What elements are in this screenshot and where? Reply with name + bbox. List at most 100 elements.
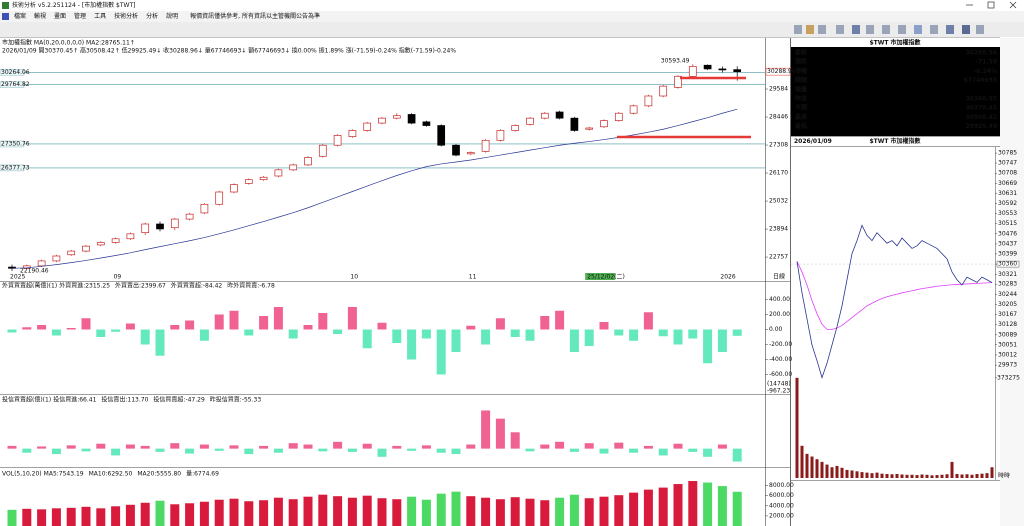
volume-bar [915,475,919,478]
tool-icon[interactable] [976,25,984,34]
bar [362,443,372,449]
bar [510,432,520,449]
menu-item[interactable]: 技術分析 [114,12,138,20]
panel-stat: 外資賣出:2399.67 [115,282,166,290]
volume-bar [945,474,949,478]
bar [111,329,121,332]
bar [37,446,47,449]
tool-icon[interactable] [806,25,814,34]
bar [599,448,609,454]
y-tick-label: 26170 [769,170,788,177]
menu-item[interactable]: 輸視 [34,12,46,20]
panel-stat: 量:6774.69 [186,471,219,478]
tool-icon[interactable] [946,25,954,34]
bar [643,312,653,330]
tool-icon[interactable] [930,25,938,34]
volume-bar [910,474,914,478]
bar [259,500,269,526]
menu-item[interactable]: 檔案 [14,12,26,20]
bar [392,445,402,449]
menu-item[interactable]: 工具 [94,13,106,20]
bar [362,329,372,349]
y-tick-label: 29973 [998,362,1017,369]
candle-body [96,242,105,246]
side-label: -967.23 [767,388,790,395]
tool-icon[interactable] [882,25,890,34]
maximize[interactable] [987,1,995,9]
candle-body [82,245,90,252]
bar [273,448,283,453]
bar [421,329,431,339]
candle-body [126,233,135,240]
candle-body [688,66,697,77]
volume-bar [900,474,904,478]
candle-body [274,169,283,177]
level-label-box [0,164,25,172]
volume-bar [970,474,974,478]
bar [214,314,224,330]
bar [22,327,32,330]
quote-label: 漲跌 [795,58,808,66]
volume-bar [930,475,934,478]
bar [66,445,76,449]
bar [244,448,254,455]
menu-item[interactable]: 管理 [74,12,86,20]
candle-body [378,117,386,124]
menu-item[interactable]: 分析 [146,12,158,20]
tool-icon[interactable] [852,25,860,34]
bar [333,496,343,526]
candle-body [481,139,490,152]
toolbar-icons[interactable] [794,25,984,34]
close[interactable] [1009,1,1017,9]
chart-info: 2026/01/09 開30370.45↑ 高30508.42↑ 低29925.… [2,47,456,55]
volume-bar [895,473,899,478]
panel-stat: 昨投信買賣:-55.33 [210,396,262,404]
bar [377,448,387,457]
menu-item[interactable]: 說明 [166,12,178,20]
tool-icon[interactable] [914,25,922,34]
tool-icon[interactable] [818,25,826,34]
tool-icon[interactable] [794,25,802,34]
bar [481,497,491,526]
tool-icon[interactable] [836,25,844,34]
bar [229,498,239,526]
bar [303,444,313,449]
bar [185,320,195,330]
doc-icon [2,13,9,20]
candle-body [67,250,76,256]
candle-body [289,164,298,171]
bar [288,499,298,526]
panel-stat: 投信買進:66.41 [53,396,96,404]
bar [717,486,727,526]
tool-icon[interactable] [898,25,906,34]
candle-body [407,114,416,124]
bar [614,329,624,336]
bar [466,444,476,449]
quote-label: 最新 [795,49,807,57]
tool-icon[interactable] [962,25,970,34]
y-tick-label: 29584 [769,86,788,93]
candle-body [614,112,623,121]
candle-body [304,157,312,166]
bar [673,484,683,526]
quote-label: 今開 [794,104,807,112]
volume-bar [795,377,799,478]
y-tick-label: 30515 [998,220,1017,227]
menu-item[interactable]: 畫面 [54,12,66,20]
volume-bar [890,474,894,478]
tool-icon[interactable] [866,25,874,34]
volume-bar [935,475,939,478]
bar [643,445,653,449]
candle-body [156,223,164,230]
y-tick-label: 30747 [998,160,1017,167]
bar [703,448,713,457]
bar [555,310,565,330]
bar [377,498,387,526]
bar [155,500,165,526]
quote-value: 30288.96 [965,50,997,57]
volume-bar [825,464,829,478]
app-icon [2,2,9,9]
bar [96,443,106,449]
window-buttons[interactable] [966,1,1017,9]
